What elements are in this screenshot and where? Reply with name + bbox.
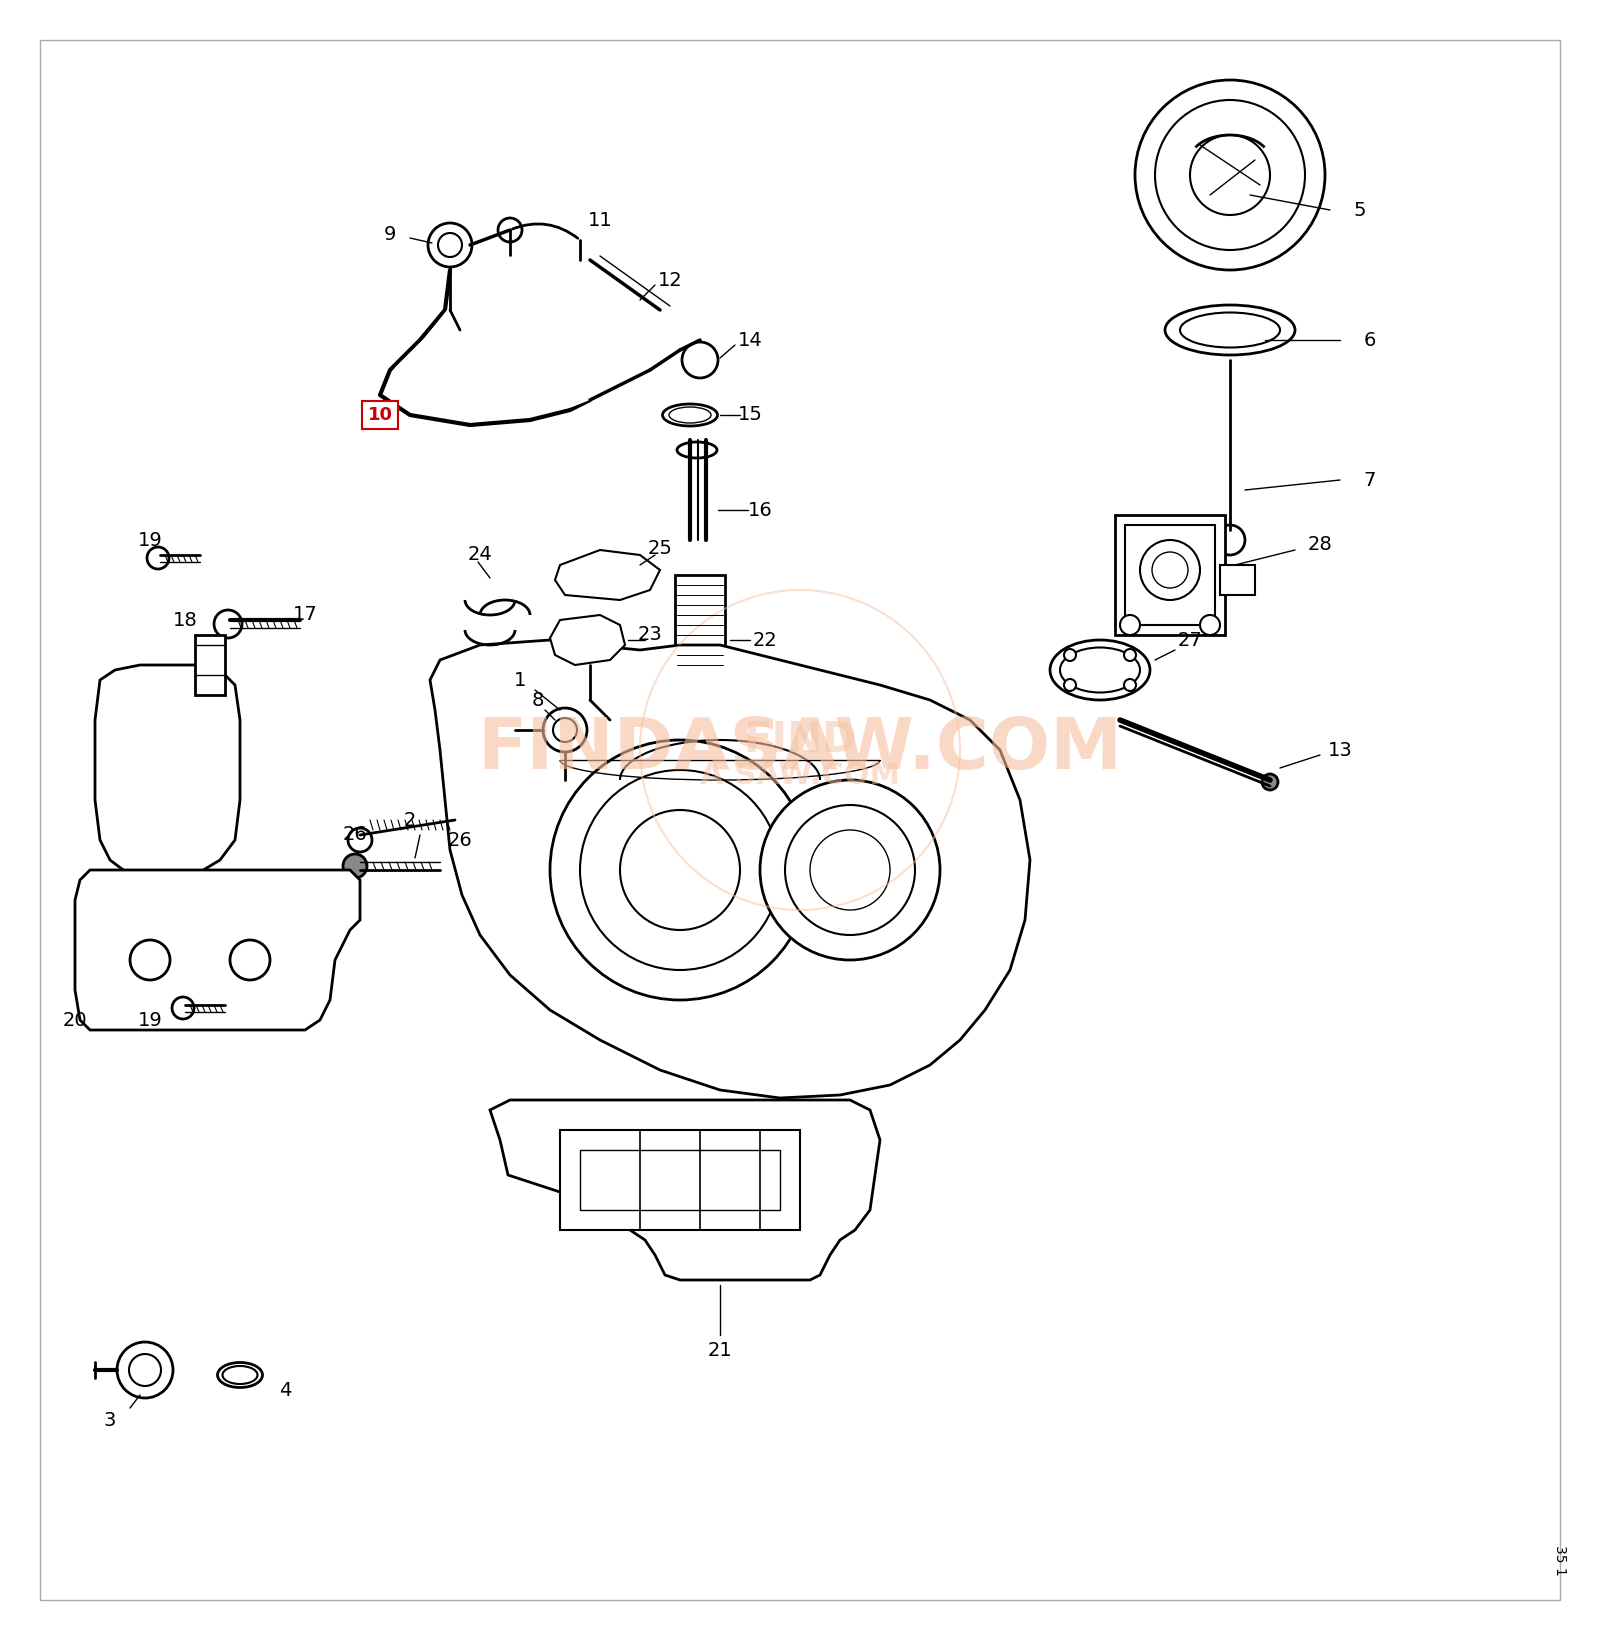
Text: 22: 22 [752,631,778,649]
Circle shape [579,771,781,970]
Ellipse shape [662,404,717,427]
Text: 25: 25 [648,539,672,557]
Bar [1221,565,1254,595]
Circle shape [214,609,242,637]
Circle shape [810,830,890,911]
Circle shape [230,940,270,980]
Bar [675,575,725,665]
Circle shape [1190,135,1270,216]
Text: 35 1: 35 1 [1554,1545,1566,1576]
Circle shape [498,217,522,242]
Circle shape [1262,774,1278,791]
Text: 26: 26 [342,825,368,845]
Text: 10: 10 [368,407,392,423]
Text: 9: 9 [384,226,397,244]
Circle shape [173,996,194,1019]
Text: 23: 23 [638,626,662,644]
Circle shape [130,1354,162,1387]
Text: 11: 11 [587,211,613,229]
Ellipse shape [669,407,710,423]
Text: 15: 15 [738,405,763,425]
Circle shape [1120,614,1139,636]
Ellipse shape [218,1362,262,1387]
Circle shape [1152,552,1187,588]
Text: 24: 24 [467,545,493,565]
Polygon shape [430,641,1030,1099]
Circle shape [429,222,472,267]
Ellipse shape [677,441,717,458]
Polygon shape [555,550,661,600]
Text: 1: 1 [514,670,526,690]
Polygon shape [490,1100,880,1280]
Bar [560,1130,800,1230]
Text: FINDASAW.COM: FINDASAW.COM [477,715,1123,784]
Text: A SAW.COM: A SAW.COM [701,761,899,789]
Circle shape [147,547,170,568]
Text: 13: 13 [1328,741,1352,759]
Circle shape [786,805,915,935]
Circle shape [621,810,739,931]
Circle shape [438,232,462,257]
Circle shape [117,1342,173,1398]
Circle shape [550,740,810,1000]
Text: 20: 20 [62,1011,88,1029]
Circle shape [554,718,578,743]
Text: 16: 16 [747,501,773,519]
Ellipse shape [1050,641,1150,700]
Text: 7: 7 [1363,471,1376,489]
Circle shape [1200,614,1221,636]
Ellipse shape [1181,313,1280,348]
Bar [1125,525,1214,624]
Text: 18: 18 [173,611,197,629]
Bar [1115,516,1226,636]
Circle shape [342,855,366,878]
Circle shape [682,343,718,379]
Text: 19: 19 [138,530,162,550]
Circle shape [542,708,587,753]
Circle shape [1064,679,1075,692]
Text: 8: 8 [531,690,544,710]
Text: 21: 21 [707,1341,733,1359]
Circle shape [1139,540,1200,600]
Text: 19: 19 [138,1011,162,1029]
Ellipse shape [1165,305,1294,356]
Text: 27: 27 [1178,631,1202,649]
Circle shape [1123,649,1136,660]
Circle shape [1155,100,1306,250]
Circle shape [349,828,371,851]
Text: 3: 3 [104,1410,117,1430]
Text: 14: 14 [738,331,762,349]
Bar [579,1150,781,1211]
Bar [195,636,226,695]
Circle shape [1064,649,1075,660]
Text: 17: 17 [293,606,317,624]
Polygon shape [550,614,626,665]
Text: 6: 6 [1363,331,1376,349]
Polygon shape [75,870,360,1029]
Ellipse shape [1059,647,1139,692]
Circle shape [1214,525,1245,555]
Text: 26: 26 [448,830,472,850]
Text: 2: 2 [403,810,416,830]
Circle shape [1123,679,1136,692]
Polygon shape [94,665,240,879]
Text: 4: 4 [278,1380,291,1400]
Circle shape [130,940,170,980]
Circle shape [1134,81,1325,270]
Text: 28: 28 [1307,535,1333,555]
Text: 5: 5 [1354,201,1366,219]
Text: FIND: FIND [742,720,858,761]
Circle shape [760,781,941,960]
Text: 12: 12 [658,270,682,290]
Ellipse shape [222,1365,258,1383]
